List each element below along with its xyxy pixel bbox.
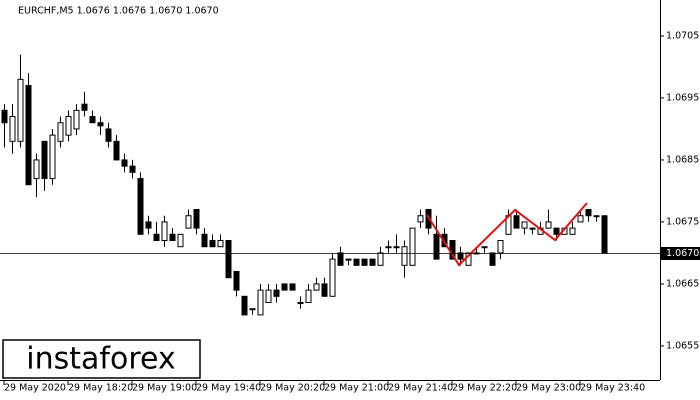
candle-body	[577, 215, 584, 223]
candle-body	[313, 283, 320, 291]
candle-body	[409, 227, 416, 266]
candle-body	[593, 215, 600, 218]
candle-body	[145, 221, 152, 229]
candle-body	[529, 227, 536, 230]
candle-body	[345, 258, 352, 261]
candle-body	[25, 85, 32, 186]
candle-body	[161, 221, 168, 242]
candle-body	[217, 240, 224, 248]
candle-body	[1, 109, 8, 124]
candle-body	[497, 240, 504, 254]
candle-body	[105, 128, 112, 142]
x-tick-label: 29 May 20:20	[260, 383, 325, 394]
candle-body	[17, 78, 24, 142]
current-price-label: 1.0670	[666, 248, 699, 259]
candle-body	[393, 246, 400, 249]
candle-body	[9, 116, 16, 142]
candle-body	[33, 159, 40, 180]
candle-body	[361, 258, 368, 266]
x-tick-label: 29 May 2020	[4, 383, 66, 394]
candle-body	[97, 122, 104, 127]
candle-body	[249, 308, 256, 311]
x-tick-label: 29 May 23:00	[516, 383, 581, 394]
candle-body	[273, 289, 280, 297]
candle-body	[233, 271, 240, 291]
candle-body	[489, 252, 496, 266]
candle-body	[305, 289, 312, 304]
y-tick-label: 1.0705	[666, 30, 699, 41]
y-tick-label: 1.0685	[666, 154, 699, 165]
candle-body	[353, 258, 360, 266]
y-tick-label: 1.0675	[666, 216, 699, 227]
current-price-box	[660, 247, 700, 260]
candle-body	[73, 109, 80, 130]
candle-body	[57, 122, 64, 142]
x-tick-label: 29 May 18:20	[68, 383, 133, 394]
candle-body	[177, 233, 184, 248]
candle-body	[585, 209, 592, 217]
candle-body	[281, 283, 288, 291]
candle-body	[153, 233, 160, 242]
candle-body	[49, 134, 56, 180]
candle-body	[433, 233, 440, 260]
candle-body	[417, 215, 424, 223]
candle-body	[569, 227, 576, 235]
candle-body	[169, 233, 176, 242]
candle-body	[241, 295, 248, 316]
candle-body	[337, 252, 344, 266]
x-tick-label: 29 May 19:00	[132, 383, 197, 394]
candle-body	[553, 227, 560, 235]
candle-body	[209, 240, 216, 248]
candle-body	[129, 165, 136, 173]
y-tick-label: 1.0665	[666, 278, 699, 289]
candle-body	[513, 215, 520, 229]
candle-body	[113, 140, 120, 161]
candle-body	[369, 258, 376, 266]
candle-body	[385, 246, 392, 249]
candle-body	[457, 252, 464, 260]
chart-title: EURCHF,M5 1.0676 1.0676 1.0670 1.0670	[18, 6, 219, 17]
candle-body	[481, 246, 488, 249]
candle-body	[65, 116, 72, 136]
candle-body	[185, 215, 192, 229]
candles	[1, 54, 608, 316]
y-tick-label: 1.0655	[666, 340, 699, 351]
candle-body	[81, 103, 88, 111]
candle-body	[265, 289, 272, 304]
candle-body	[89, 116, 96, 124]
candle-body	[297, 302, 304, 305]
candle-body	[289, 283, 296, 291]
watermark-box	[2, 339, 201, 379]
y-tick-label: 1.0695	[666, 92, 699, 103]
candle-body	[121, 159, 128, 167]
candle-body	[257, 289, 264, 316]
candle-body	[41, 140, 48, 180]
pattern-line	[426, 202, 588, 267]
x-tick-label: 29 May 21:00	[324, 383, 389, 394]
candle-body	[201, 233, 208, 248]
x-tick-label: 29 May 23:40	[580, 383, 645, 394]
x-tick-label: 29 May 21:40	[388, 383, 453, 394]
candle-body	[401, 246, 408, 266]
candle-body	[377, 252, 384, 266]
candle-body	[601, 215, 608, 254]
candle-body	[545, 221, 552, 229]
candle-body	[137, 178, 144, 235]
watermark: instaforex	[26, 342, 175, 377]
candle-body	[321, 283, 328, 297]
x-tick-label: 29 May 19:40	[196, 383, 261, 394]
candle-body	[193, 209, 200, 229]
candle-body	[521, 221, 528, 229]
x-tick-label: 29 May 22:20	[452, 383, 517, 394]
candle-body	[329, 258, 336, 297]
candle-body	[225, 240, 232, 279]
